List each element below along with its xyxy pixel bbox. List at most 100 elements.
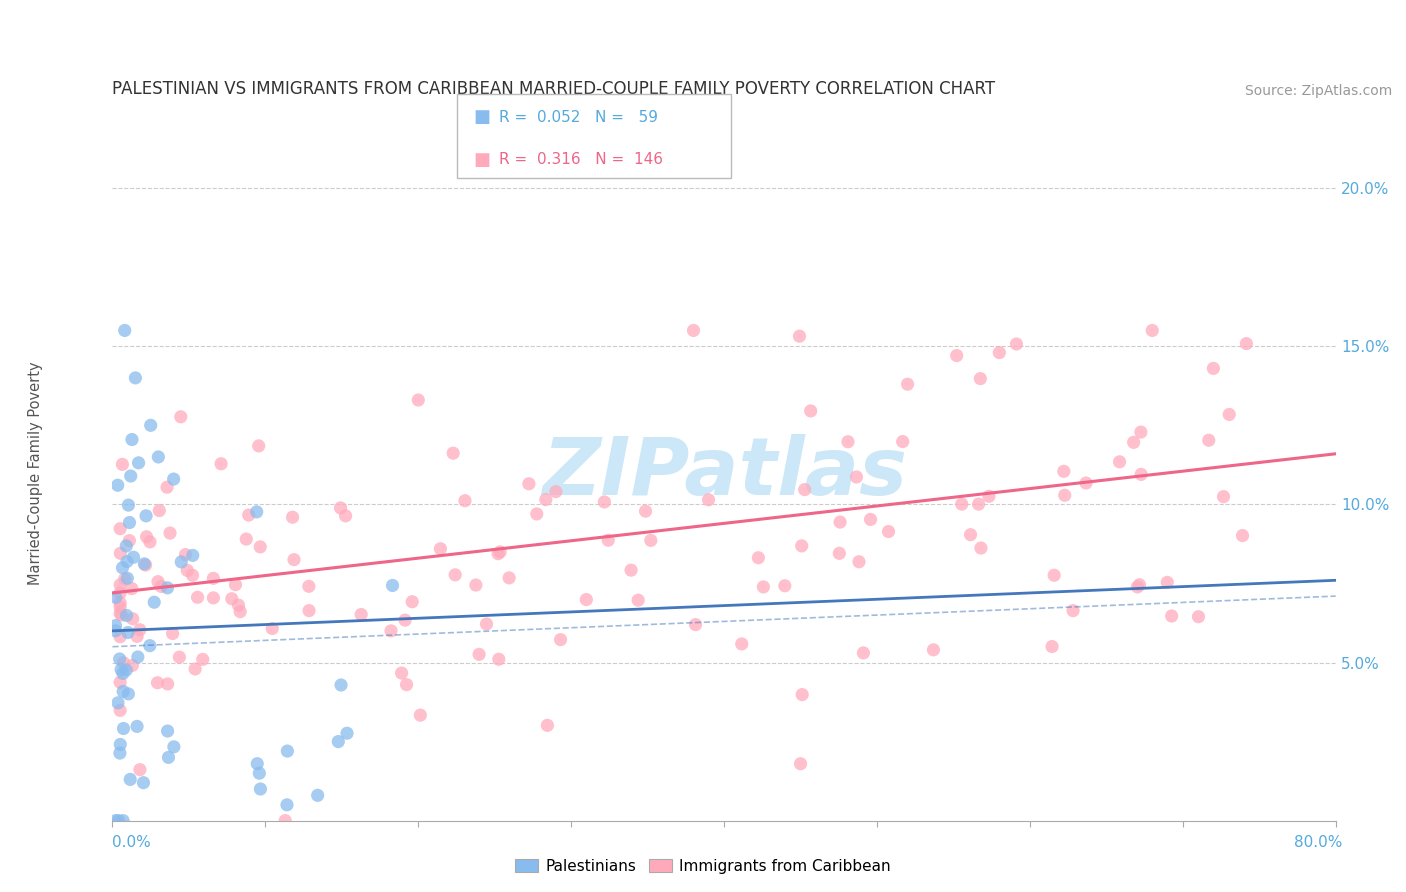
Point bbox=[1218, 408, 1240, 422]
Point bbox=[380, 624, 402, 638]
Point bbox=[848, 555, 870, 569]
Point bbox=[121, 612, 143, 626]
Point bbox=[117, 571, 139, 585]
Point bbox=[108, 652, 131, 666]
Point bbox=[830, 515, 852, 529]
Point bbox=[157, 750, 180, 764]
Text: PALESTINIAN VS IMMIGRANTS FROM CARIBBEAN MARRIED-COUPLE FAMILY POVERTY CORRELATI: PALESTINIAN VS IMMIGRANTS FROM CARIBBEAN… bbox=[112, 80, 995, 98]
Point bbox=[773, 579, 796, 593]
Point bbox=[191, 652, 214, 666]
Point bbox=[1130, 467, 1153, 482]
Point bbox=[1234, 336, 1257, 351]
Point bbox=[276, 797, 298, 812]
Point bbox=[104, 618, 127, 632]
Point bbox=[634, 504, 657, 518]
Point bbox=[139, 639, 162, 653]
Point bbox=[156, 724, 179, 739]
Point bbox=[135, 508, 157, 523]
Point bbox=[114, 572, 136, 586]
Point bbox=[620, 563, 643, 577]
Point bbox=[111, 666, 134, 681]
Point bbox=[247, 766, 270, 780]
Point bbox=[249, 540, 271, 554]
Point bbox=[162, 626, 184, 640]
Point bbox=[859, 512, 882, 526]
Point bbox=[790, 539, 813, 553]
Point bbox=[298, 579, 321, 593]
Point bbox=[498, 571, 520, 585]
Point bbox=[945, 349, 967, 363]
Point bbox=[104, 814, 127, 828]
Point bbox=[124, 371, 146, 385]
Point bbox=[1043, 568, 1066, 582]
Point bbox=[135, 558, 157, 572]
Point bbox=[115, 608, 138, 623]
Text: ■: ■ bbox=[474, 109, 491, 127]
Point bbox=[1142, 323, 1164, 337]
Point bbox=[274, 814, 297, 828]
Point bbox=[395, 678, 418, 692]
Point bbox=[170, 555, 193, 569]
Point bbox=[283, 552, 305, 566]
Point bbox=[108, 578, 131, 592]
Point bbox=[176, 563, 198, 577]
Point bbox=[391, 666, 413, 681]
Point bbox=[1108, 455, 1130, 469]
Point bbox=[454, 493, 477, 508]
Point bbox=[120, 469, 142, 483]
Text: ZIPatlas: ZIPatlas bbox=[541, 434, 907, 512]
Point bbox=[146, 574, 169, 589]
Point bbox=[800, 404, 823, 418]
Point bbox=[128, 456, 150, 470]
Point bbox=[1160, 609, 1182, 624]
Point bbox=[891, 434, 914, 449]
Point bbox=[104, 591, 127, 605]
Point bbox=[159, 526, 181, 541]
Point bbox=[328, 734, 350, 748]
Point bbox=[150, 579, 173, 593]
Point bbox=[156, 480, 179, 494]
Point bbox=[1212, 490, 1234, 504]
Point bbox=[845, 470, 868, 484]
Point bbox=[897, 377, 920, 392]
Point bbox=[104, 624, 127, 638]
Point bbox=[988, 345, 1011, 359]
Point bbox=[246, 756, 269, 771]
Point bbox=[121, 433, 143, 447]
Point bbox=[112, 814, 135, 828]
Point bbox=[112, 722, 135, 736]
Text: Married-Couple Family Poverty: Married-Couple Family Poverty bbox=[28, 361, 42, 584]
Point bbox=[163, 472, 186, 486]
Point bbox=[110, 663, 132, 677]
Point bbox=[752, 580, 775, 594]
Point bbox=[789, 329, 811, 343]
Point bbox=[1202, 361, 1225, 376]
Point bbox=[246, 505, 269, 519]
Point bbox=[143, 595, 166, 609]
Point bbox=[110, 608, 132, 623]
Point bbox=[139, 418, 162, 433]
Point bbox=[950, 497, 973, 511]
Point bbox=[228, 598, 250, 612]
Point bbox=[156, 581, 179, 595]
Point bbox=[970, 541, 993, 555]
Point bbox=[408, 392, 430, 407]
Point bbox=[1062, 604, 1084, 618]
Text: 80.0%: 80.0% bbox=[1295, 836, 1343, 850]
Point bbox=[1232, 528, 1254, 542]
Point bbox=[593, 495, 616, 509]
Point bbox=[184, 662, 207, 676]
Point bbox=[793, 483, 815, 497]
Point bbox=[187, 591, 209, 605]
Point bbox=[697, 492, 720, 507]
Point bbox=[401, 595, 423, 609]
Point bbox=[429, 541, 451, 556]
Point bbox=[121, 582, 143, 596]
Point bbox=[221, 591, 243, 606]
Point bbox=[148, 503, 170, 517]
Point bbox=[1053, 464, 1076, 478]
Point bbox=[202, 571, 225, 585]
Point bbox=[108, 703, 131, 717]
Point bbox=[276, 744, 298, 758]
Point bbox=[121, 658, 143, 673]
